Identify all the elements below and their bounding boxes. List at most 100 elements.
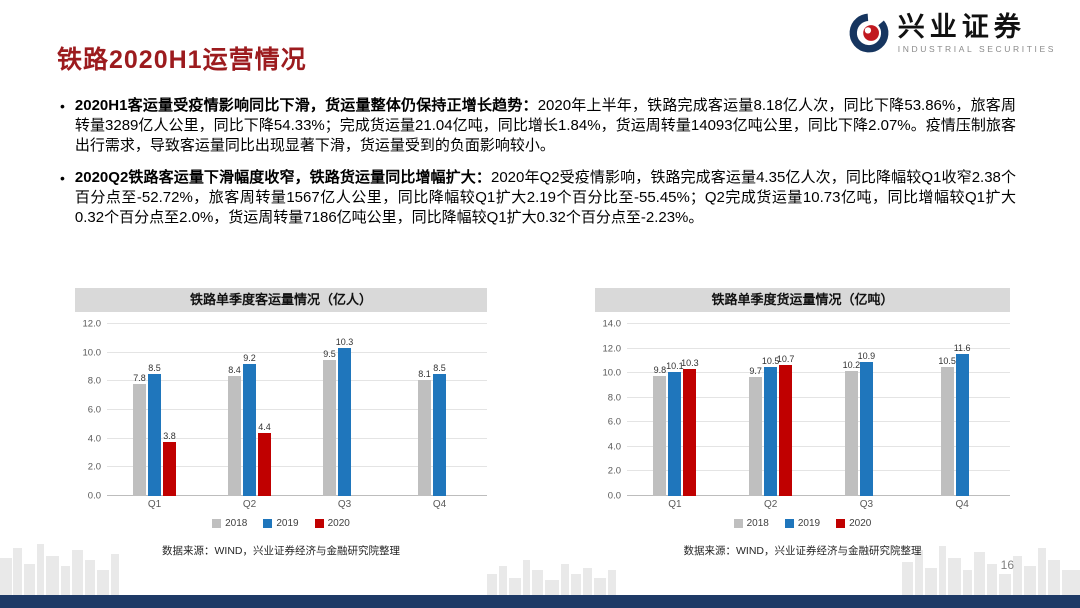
bar-value-label: 10.3	[681, 358, 699, 369]
bar-value-label: 10.2	[842, 359, 861, 370]
company-logo: 兴业证券 INDUSTRIAL SECURITIES	[848, 12, 1056, 54]
bar-2020-Q2	[779, 364, 793, 496]
legend-swatch	[212, 519, 222, 528]
bar-group-Q2: 8.4 9.2 4.4	[202, 324, 297, 496]
x-axis-label: Q3	[859, 499, 874, 510]
legend-item-2018: 2018	[212, 518, 247, 529]
legend-swatch	[784, 519, 794, 528]
y-tick-label: 4.0	[87, 433, 101, 445]
legend-swatch	[314, 519, 324, 528]
y-axis: 0.0 2.0 4.0 6.0 8.0 10.0 12.0	[75, 319, 107, 502]
footer-bar	[0, 595, 1080, 608]
y-tick-label: 14.0	[602, 318, 622, 330]
bar-group-Q1: 7.8 8.5 3.8	[107, 324, 202, 496]
legend-item-2018: 2018	[733, 518, 769, 529]
y-tick-label: 10.0	[82, 347, 102, 359]
legend-swatch	[733, 519, 743, 528]
bar-2019-Q1	[668, 371, 682, 496]
bar-value-label: 10.9	[857, 351, 876, 362]
bar-2019-Q2	[243, 364, 256, 496]
company-logo-icon	[849, 13, 889, 53]
legend-item-2020: 2020	[836, 518, 871, 529]
bar-2020-Q1	[683, 369, 697, 496]
bullet-item-2: • 2020Q2铁路客运量下滑幅度收窄，铁路货运量同比增幅扩大：2020年Q2受…	[60, 168, 1016, 228]
bar-value-label: 11.6	[953, 342, 971, 353]
y-tick-label: 2.0	[87, 461, 101, 473]
page-number: 16	[1000, 558, 1014, 572]
x-axis: Q1 Q2 Q3 Q4	[627, 499, 1010, 510]
bar-group-Q2: 9.7 10.5 10.7	[723, 324, 819, 496]
skyline-decoration	[0, 544, 1080, 595]
y-tick-label: 8.0	[607, 392, 621, 404]
bar-value-label: 9.8	[653, 364, 667, 375]
bullet-marker: •	[60, 98, 65, 114]
x-axis-label: Q4	[955, 499, 969, 510]
bar-group-Q3: 9.5 10.3	[297, 324, 392, 496]
legend-swatch	[263, 519, 273, 528]
logo-en-text: INDUSTRIAL SECURITIES	[897, 44, 1056, 54]
bar-value-label: 8.5	[433, 363, 446, 374]
logo-cn-text: 兴业证券	[897, 12, 1026, 42]
bar-2018-Q2	[228, 375, 241, 496]
chart-legend: 2018 2019 2020	[595, 518, 1010, 529]
bar-2019-Q4	[955, 353, 969, 496]
plot-area: 7.8 8.5 3.8 8.4 9.2 4.4 9.5 10.3 8.1 8.5	[107, 323, 487, 496]
bar-value-label: 4.4	[258, 421, 271, 432]
bar-2018-Q3	[844, 370, 858, 496]
chart-title: 铁路单季度客运量情况（亿人）	[75, 288, 487, 312]
bar-value-label: 9.7	[749, 365, 762, 376]
bar-value-label: 3.8	[163, 430, 176, 441]
x-axis-label: Q3	[337, 499, 352, 510]
bar-group-Q1: 9.8 10.1 10.3	[627, 324, 723, 496]
bar-2019-Q2	[764, 367, 778, 496]
bar-2020-Q1	[163, 441, 176, 496]
chart-title: 铁路单季度货运量情况（亿吨）	[595, 288, 1010, 312]
bar-group-Q4: 10.5 11.6	[914, 324, 1010, 496]
bullet-1-lead: 2020H1客运量受疫情影响同比下滑，货运量整体仍保持正增长趋势：	[74, 97, 538, 114]
y-tick-label: 12.0	[602, 343, 622, 355]
bar-value-label: 8.5	[148, 363, 161, 374]
bar-2019-Q3	[859, 362, 873, 496]
x-axis: Q1 Q2 Q3 Q4	[107, 499, 487, 510]
bar-2018-Q3	[323, 359, 336, 496]
y-tick-label: 6.0	[87, 404, 101, 416]
bar-value-label: 10.5	[938, 356, 956, 366]
bar-2019-Q4	[433, 374, 446, 496]
bullet-list: • 2020H1客运量受疫情影响同比下滑，货运量整体仍保持正增长趋势：2020年…	[60, 96, 1016, 240]
y-tick-label: 0.0	[87, 490, 101, 502]
bar-value-label: 8.1	[418, 368, 431, 379]
y-tick-label: 8.0	[87, 375, 101, 387]
bar-value-label: 10.3	[335, 337, 354, 348]
bar-2019-Q3	[338, 348, 351, 496]
legend-item-2020: 2020	[314, 518, 350, 529]
bar-value-label: 10.5	[761, 356, 780, 366]
bar-value-label: 7.8	[133, 373, 146, 384]
y-tick-label: 2.0	[607, 465, 621, 477]
x-axis-label: Q4	[432, 499, 447, 510]
y-tick-label: 4.0	[607, 441, 621, 453]
bullet-item-1: • 2020H1客运量受疫情影响同比下滑，货运量整体仍保持正增长趋势：2020年…	[60, 96, 1016, 156]
y-tick-label: 12.0	[82, 318, 102, 330]
plot-area: 9.8 10.1 10.3 9.7 10.5 10.7 10.2 10.9 10.5 11.6	[627, 323, 1010, 496]
bar-2018-Q2	[749, 376, 763, 496]
bar-2019-Q1	[148, 374, 161, 496]
passenger-volume-chart: 铁路单季度客运量情况（亿人） 0.0 2.0 4.0 6.0 8.0 10.0 12.0 7…	[75, 288, 487, 558]
bar-value-label: 8.4	[228, 364, 241, 375]
x-axis-label: Q1	[668, 499, 682, 510]
bullet-marker: •	[60, 170, 65, 186]
bullet-1-body: 2020年上半年，铁路完成客运量8.18亿人次，同比下降53.86%，旅客周转量…	[74, 97, 1016, 154]
bar-2018-Q4	[940, 367, 954, 496]
bar-2020-Q2	[258, 432, 271, 496]
bar-2018-Q4	[418, 379, 431, 496]
x-axis-label: Q1	[147, 499, 162, 510]
legend-swatch	[836, 519, 846, 528]
bar-2018-Q1	[653, 375, 667, 496]
legend-item-2019: 2019	[263, 518, 299, 529]
x-axis-label: Q2	[763, 499, 778, 510]
bar-value-label: 9.2	[243, 353, 256, 364]
legend-item-2019: 2019	[784, 518, 820, 529]
bar-group-Q4: 8.1 8.5	[392, 324, 487, 496]
bullet-2-body: 2020年Q2受疫情影响，铁路完成客运量4.35亿人次，同比降幅较Q1收窄2.3…	[74, 169, 1016, 226]
bar-value-label: 10.7	[776, 353, 795, 364]
